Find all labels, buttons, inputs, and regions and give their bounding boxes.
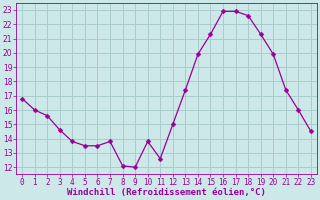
X-axis label: Windchill (Refroidissement éolien,°C): Windchill (Refroidissement éolien,°C)	[67, 188, 266, 197]
